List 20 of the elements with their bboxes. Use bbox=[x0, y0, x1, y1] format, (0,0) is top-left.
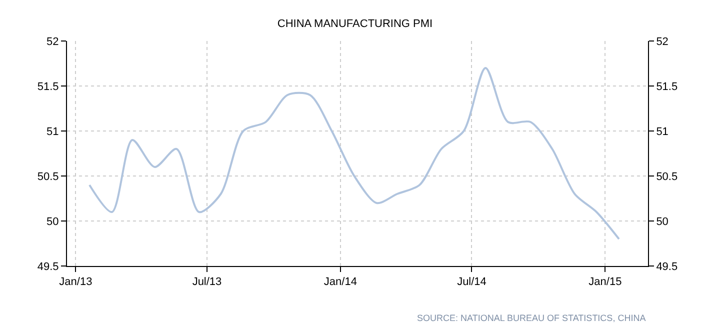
chart-title: CHINA MANUFACTURING PMI bbox=[277, 18, 433, 30]
line-series bbox=[88, 67, 620, 240]
x-tick-label: Jan/14 bbox=[324, 276, 357, 288]
y-tick-label: 51.5 bbox=[37, 80, 59, 93]
x-tick-label: Jan/15 bbox=[588, 276, 622, 288]
y2-tick-label: 51 bbox=[656, 126, 668, 138]
x-tick-label: Jul/14 bbox=[457, 276, 486, 288]
y-tick-label: 49.5 bbox=[37, 260, 59, 273]
y2-tick-label: 52 bbox=[656, 36, 668, 48]
y2-tick-label: 49.5 bbox=[656, 260, 678, 273]
y-tick-label: 51 bbox=[46, 126, 59, 138]
y-tick-label: 50.5 bbox=[37, 170, 59, 183]
y2-tick-label: 51.5 bbox=[656, 80, 678, 93]
y-tick-label: 52 bbox=[46, 36, 59, 48]
y2-tick-label: 50.5 bbox=[656, 170, 678, 183]
source-note: SOURCE: NATIONAL BUREAU OF STATISTICS, CHINA bbox=[417, 313, 646, 323]
x-tick-label: Jul/13 bbox=[192, 276, 222, 288]
y-tick-label: 50 bbox=[46, 216, 59, 228]
x-tick-label: Jan/13 bbox=[59, 276, 92, 288]
y2-tick-label: 50 bbox=[656, 216, 668, 228]
